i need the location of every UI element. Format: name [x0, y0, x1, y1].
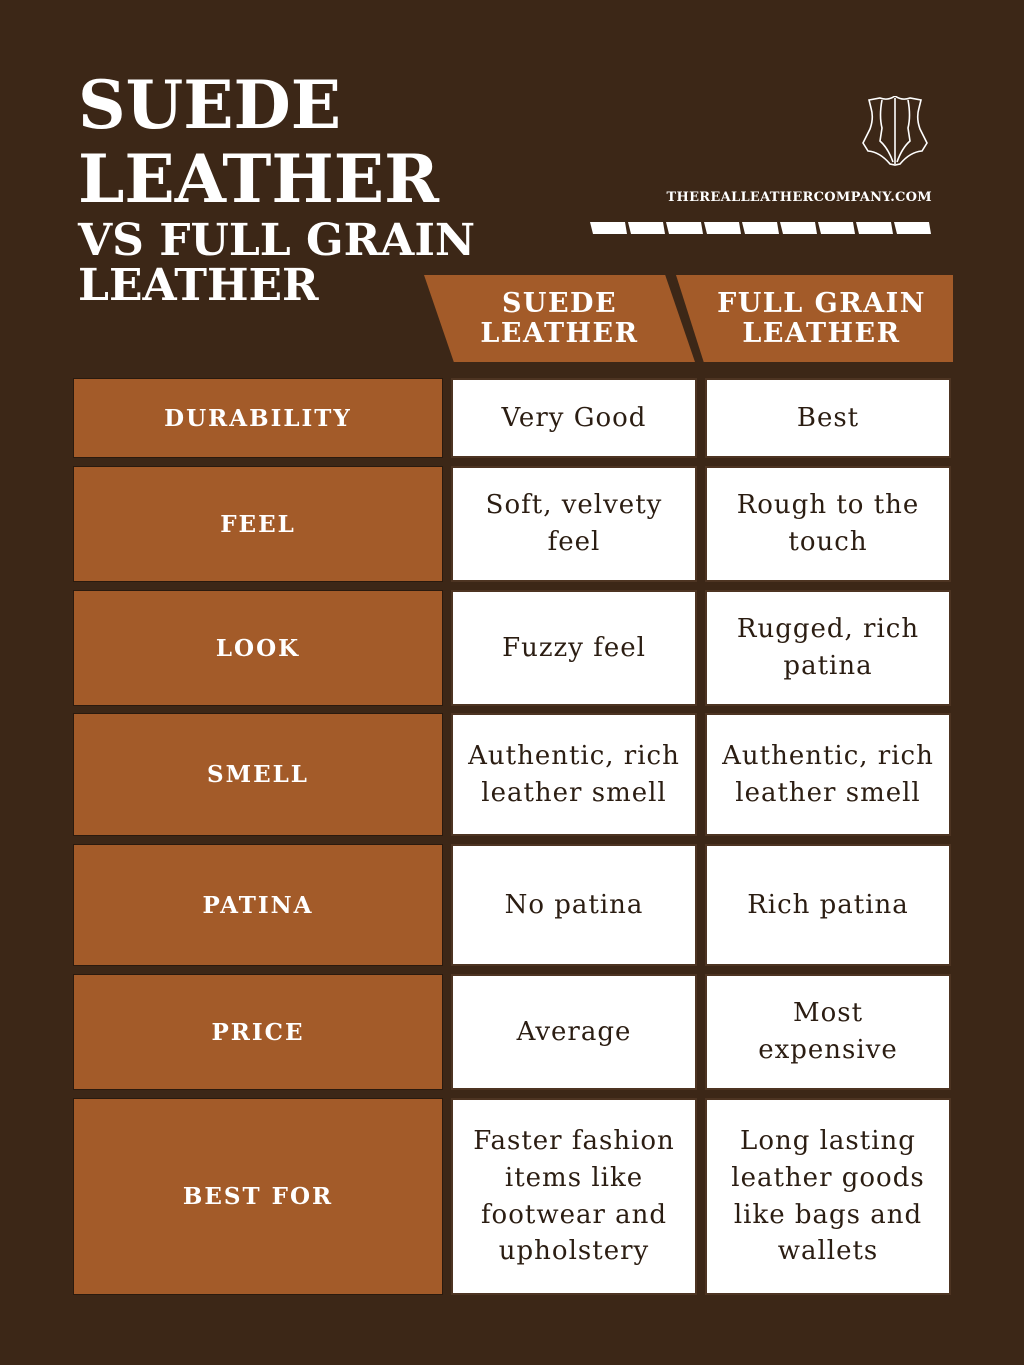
cell-full-grain: Best: [705, 378, 951, 458]
cell-full-grain: Authentic, rich leather smell: [705, 713, 951, 836]
stripe: [628, 222, 665, 234]
row-label: SMELL: [73, 713, 443, 836]
row-label: LOOK: [73, 590, 443, 706]
stripe: [894, 222, 931, 234]
cell-full-grain: Most expensive: [705, 974, 951, 1090]
title-line-4: LEATHER: [78, 260, 319, 311]
row-label: DURABILITY: [73, 378, 443, 458]
leather-hide-icon: [862, 96, 928, 166]
title-line-3: VS FULL GRAIN: [78, 215, 476, 266]
row-label: PATINA: [73, 844, 443, 966]
title-line-2: LEATHER: [78, 140, 439, 218]
column-header-suede: SUEDE LEATHER: [424, 275, 695, 362]
row-label: BEST FOR: [73, 1098, 443, 1295]
decorative-stripes: [590, 222, 931, 234]
row-label: PRICE: [73, 974, 443, 1090]
cell-suede: Authentic, rich leather smell: [451, 713, 697, 836]
title-line-1: SUEDE: [78, 66, 342, 144]
row-label: FEEL: [73, 466, 443, 582]
cell-suede: Fuzzy feel: [451, 590, 697, 706]
cell-suede: Average: [451, 974, 697, 1090]
stripe: [818, 222, 855, 234]
stripe: [856, 222, 893, 234]
column-header-full-grain: FULL GRAIN LEATHER: [676, 275, 953, 362]
stripe: [666, 222, 703, 234]
cell-suede: Faster fashion items like footwear and u…: [451, 1098, 697, 1295]
stripe: [780, 222, 817, 234]
cell-full-grain: Rich patina: [705, 844, 951, 966]
stripe: [704, 222, 741, 234]
cell-full-grain: Long lasting leather goods like bags and…: [705, 1098, 951, 1295]
cell-suede: Very Good: [451, 378, 697, 458]
cell-full-grain: Rugged, rich patina: [705, 590, 951, 706]
website-url: THEREALLEATHERCOMPANY.COM: [666, 190, 932, 205]
cell-suede: Soft, velvety feel: [451, 466, 697, 582]
stripe: [742, 222, 779, 234]
stripe: [590, 222, 627, 234]
cell-suede: No patina: [451, 844, 697, 966]
cell-full-grain: Rough to the touch: [705, 466, 951, 582]
